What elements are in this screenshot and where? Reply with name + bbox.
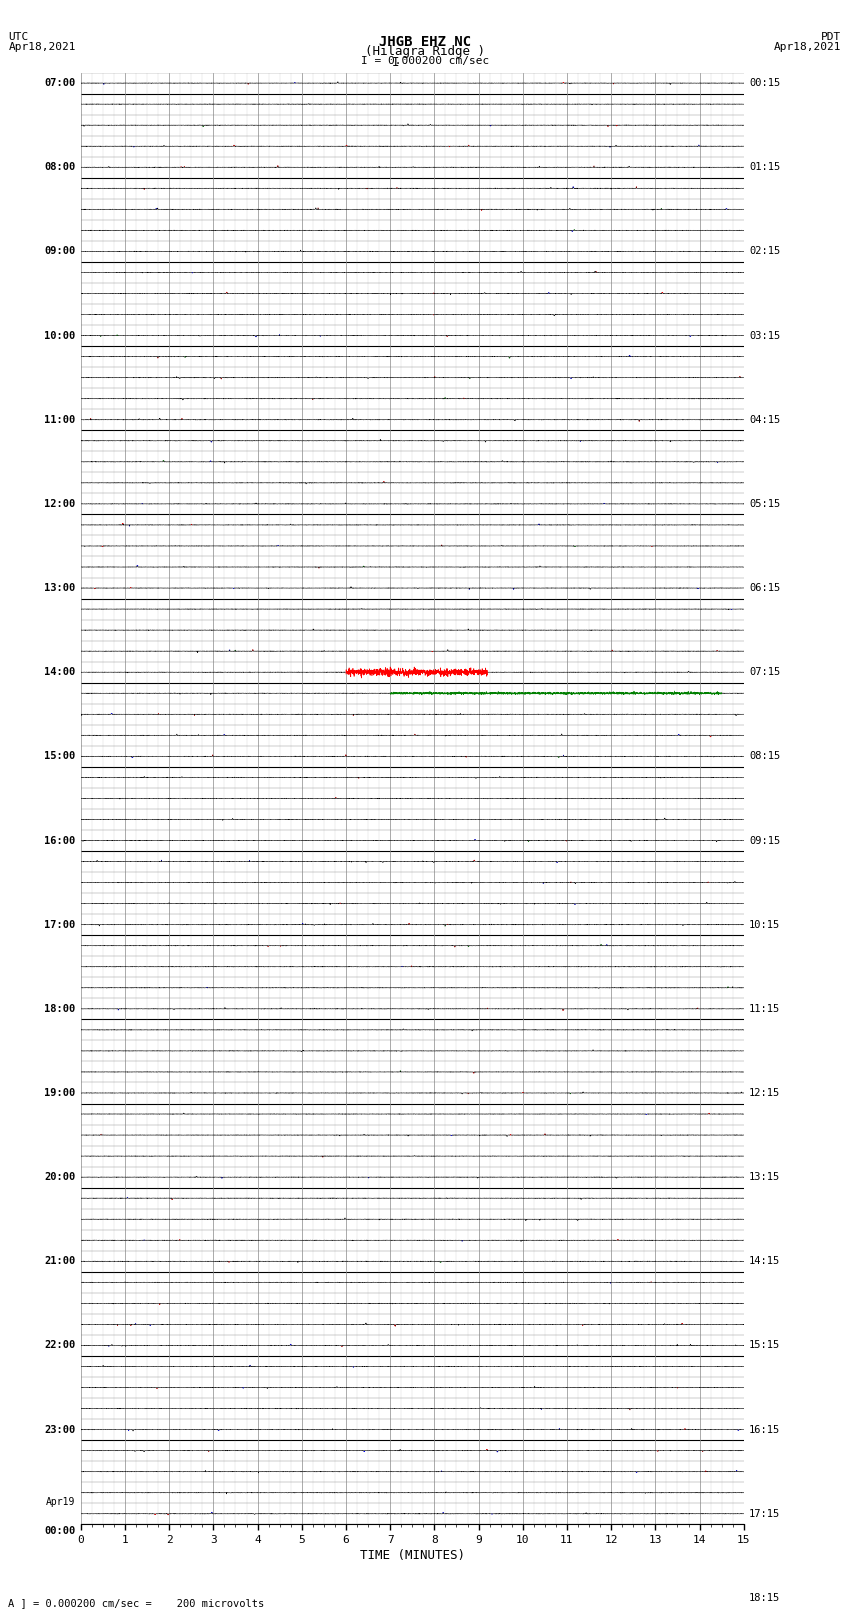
Text: 15:00: 15:00 bbox=[44, 752, 76, 761]
Text: 22:00: 22:00 bbox=[44, 1340, 76, 1350]
Text: 13:00: 13:00 bbox=[44, 582, 76, 594]
Text: 09:00: 09:00 bbox=[44, 247, 76, 256]
Text: 12:00: 12:00 bbox=[44, 498, 76, 508]
Text: 07:00: 07:00 bbox=[44, 77, 76, 89]
Text: UTC: UTC bbox=[8, 32, 29, 42]
Text: Apr18,2021: Apr18,2021 bbox=[8, 42, 76, 52]
Text: 10:00: 10:00 bbox=[44, 331, 76, 340]
Text: 16:00: 16:00 bbox=[44, 836, 76, 845]
Text: 03:15: 03:15 bbox=[749, 331, 780, 340]
Text: 18:15: 18:15 bbox=[749, 1594, 780, 1603]
Text: 17:15: 17:15 bbox=[749, 1508, 780, 1519]
Text: 14:00: 14:00 bbox=[44, 668, 76, 677]
Text: 05:15: 05:15 bbox=[749, 498, 780, 508]
Text: 11:00: 11:00 bbox=[44, 415, 76, 424]
Text: (Hilagra Ridge ): (Hilagra Ridge ) bbox=[365, 45, 485, 58]
Text: 15:15: 15:15 bbox=[749, 1340, 780, 1350]
Text: 11:15: 11:15 bbox=[749, 1003, 780, 1015]
Text: I = 0.000200 cm/sec: I = 0.000200 cm/sec bbox=[361, 56, 489, 66]
Text: 21:00: 21:00 bbox=[44, 1257, 76, 1266]
Text: 02:15: 02:15 bbox=[749, 247, 780, 256]
Text: 08:15: 08:15 bbox=[749, 752, 780, 761]
X-axis label: TIME (MINUTES): TIME (MINUTES) bbox=[360, 1548, 465, 1561]
Text: 06:15: 06:15 bbox=[749, 582, 780, 594]
Text: 12:15: 12:15 bbox=[749, 1089, 780, 1098]
Text: 08:00: 08:00 bbox=[44, 163, 76, 173]
Text: 23:00: 23:00 bbox=[44, 1424, 76, 1434]
Text: 14:15: 14:15 bbox=[749, 1257, 780, 1266]
Text: 09:15: 09:15 bbox=[749, 836, 780, 845]
Text: 18:00: 18:00 bbox=[44, 1003, 76, 1015]
Text: 16:15: 16:15 bbox=[749, 1424, 780, 1434]
Text: I: I bbox=[392, 56, 399, 69]
Text: 10:15: 10:15 bbox=[749, 919, 780, 929]
Text: 17:00: 17:00 bbox=[44, 919, 76, 929]
Text: 00:00: 00:00 bbox=[44, 1526, 76, 1536]
Text: 04:15: 04:15 bbox=[749, 415, 780, 424]
Text: Apr18,2021: Apr18,2021 bbox=[774, 42, 842, 52]
Text: 00:15: 00:15 bbox=[749, 77, 780, 89]
Text: 13:15: 13:15 bbox=[749, 1173, 780, 1182]
Text: 20:00: 20:00 bbox=[44, 1173, 76, 1182]
Text: A ] = 0.000200 cm/sec =    200 microvolts: A ] = 0.000200 cm/sec = 200 microvolts bbox=[8, 1598, 264, 1608]
Text: 07:15: 07:15 bbox=[749, 668, 780, 677]
Text: 19:00: 19:00 bbox=[44, 1089, 76, 1098]
Text: JHGB EHZ NC: JHGB EHZ NC bbox=[379, 35, 471, 48]
Text: PDT: PDT bbox=[821, 32, 842, 42]
Text: 01:15: 01:15 bbox=[749, 163, 780, 173]
Text: Apr19: Apr19 bbox=[46, 1497, 76, 1507]
